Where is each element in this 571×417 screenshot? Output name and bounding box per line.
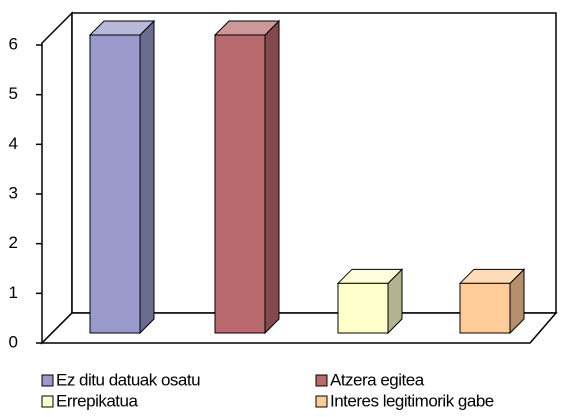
y-tick-label: 0 [9, 332, 18, 351]
bar [89, 34, 141, 334]
legend-swatch [315, 395, 328, 408]
bar-side [264, 19, 280, 335]
legend-swatch [41, 395, 54, 408]
y-tick-label: 3 [9, 183, 18, 202]
bar [214, 34, 266, 334]
bar [337, 282, 389, 334]
y-tick-label: 2 [9, 233, 18, 252]
legend-swatch [315, 374, 328, 387]
legend-label: Atzera egitea [330, 370, 425, 389]
bar-side [139, 19, 155, 335]
bar [459, 282, 511, 334]
y-tick-label: 6 [9, 34, 18, 53]
legend-label: Ez ditu datuak osatu [56, 370, 200, 389]
y-tick-label: 5 [9, 84, 18, 103]
legend-label: Errepikatua [56, 391, 138, 410]
legend-swatch [41, 374, 54, 387]
floor [40, 312, 558, 344]
y-tick-label: 4 [9, 134, 18, 153]
left-wall [41, 11, 73, 345]
legend-label: Interes legitimorik gabe [330, 391, 494, 410]
y-tick-label: 1 [9, 283, 18, 302]
